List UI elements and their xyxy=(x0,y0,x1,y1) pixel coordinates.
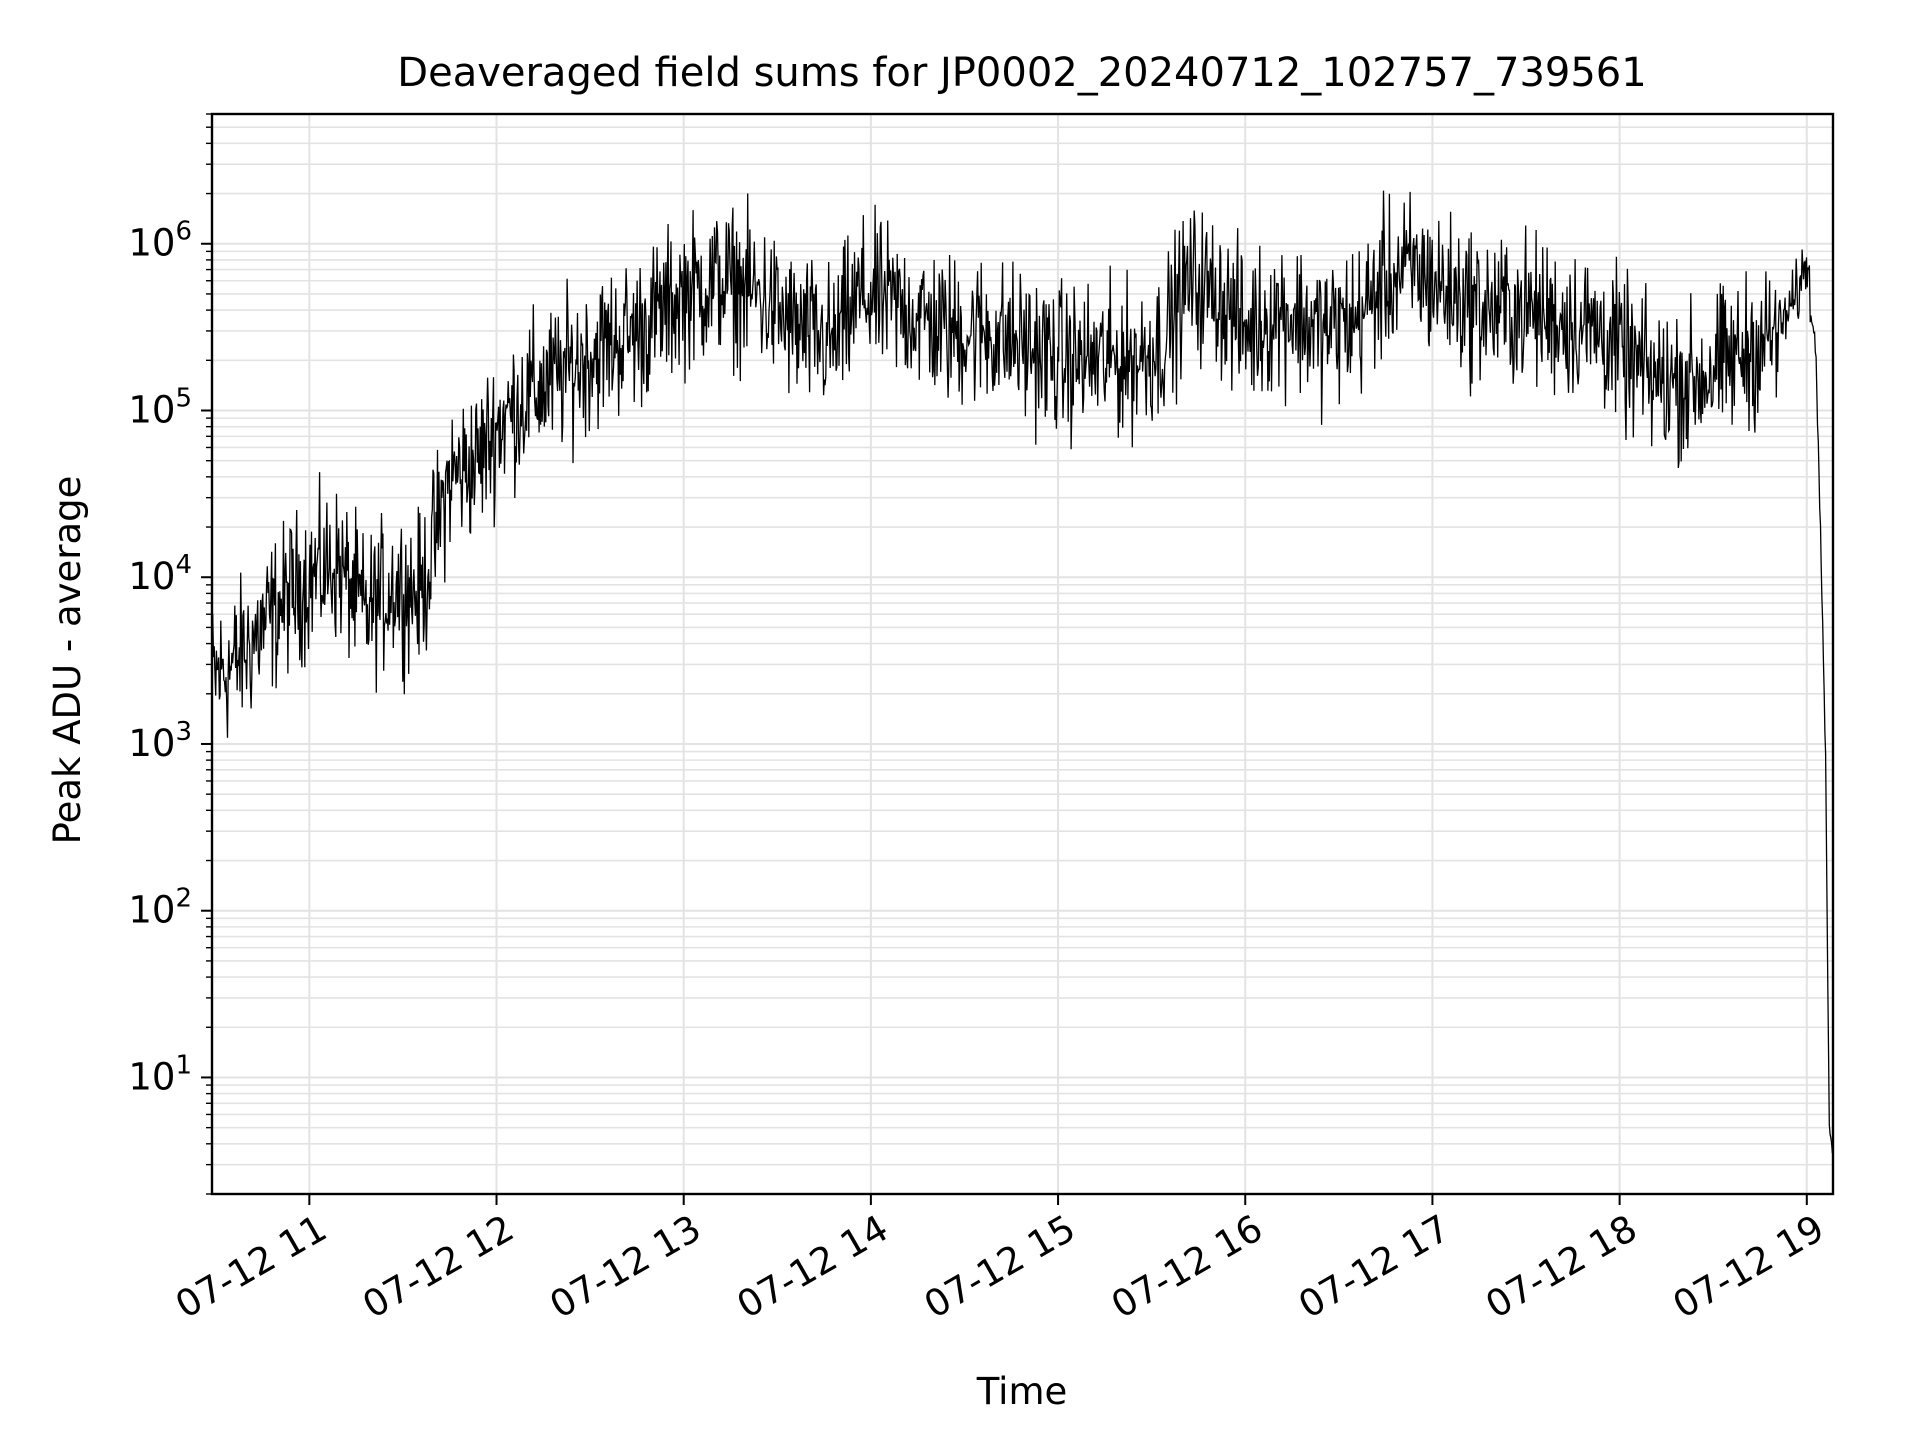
series-line xyxy=(211,190,1834,1154)
plot-frame xyxy=(210,112,1835,1196)
y-tick-label: 102 xyxy=(128,884,192,932)
y-tick-label: 101 xyxy=(128,1050,192,1098)
y-tick-label: 106 xyxy=(128,217,192,265)
y-axis: 101 102 103 104 105 106 xyxy=(128,113,212,1195)
series-group xyxy=(211,190,1834,1154)
y-axis-label: Peak ADU - average xyxy=(46,476,89,845)
y-tick-label: 105 xyxy=(128,383,192,431)
x-axis-label: Time xyxy=(976,1370,1068,1413)
y-tick-label: 103 xyxy=(128,717,192,765)
chart-title: Deaveraged field sums for JP0002_2024071… xyxy=(397,50,1646,96)
y-tick-label: 104 xyxy=(128,550,192,598)
